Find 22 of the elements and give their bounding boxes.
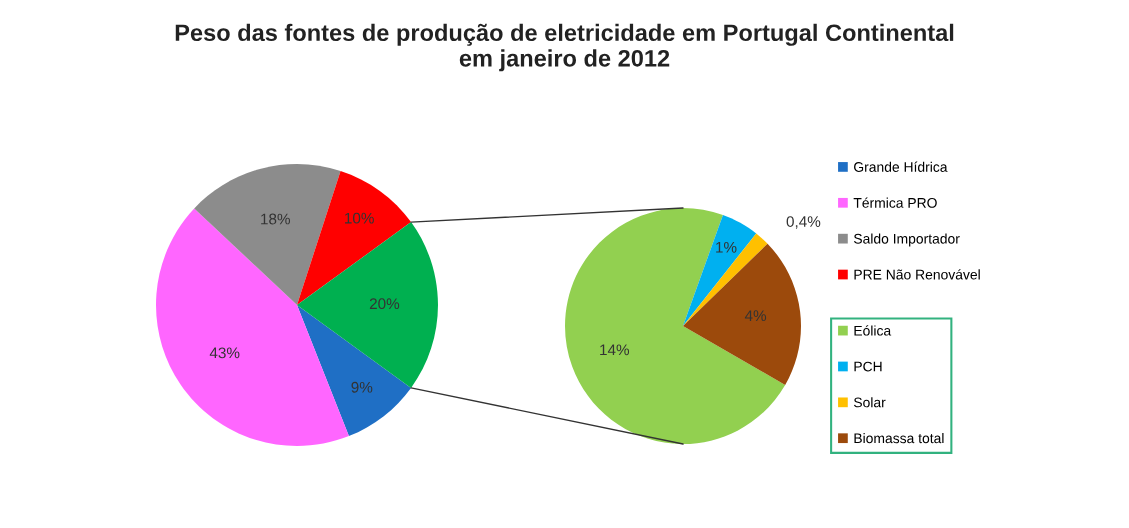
data-label: 18%	[261, 213, 291, 225]
data-label: 14%	[600, 344, 630, 356]
data-label: 1%	[716, 242, 737, 253]
legend-label: Grande Hídrica	[854, 161, 948, 172]
legend-label: PCH	[854, 361, 882, 372]
data-label: 9%	[351, 381, 373, 393]
chart-title: Peso das fontes de produção de eletricidade em Portugal Continental em janeiro de 2012	[175, 23, 954, 72]
data-label: 43%	[209, 347, 240, 359]
legend-label: PRE Não Renovável	[854, 269, 980, 280]
pie-slice	[194, 164, 341, 305]
pie-slice	[683, 233, 768, 326]
pie-slice	[683, 243, 801, 385]
legend-label: Biomassa total	[854, 433, 944, 444]
data-label: 0,4%	[786, 216, 821, 229]
legend-label: Saldo Importador	[853, 233, 960, 247]
legend-label: Solar	[853, 397, 886, 408]
pie-slice	[565, 208, 786, 444]
data-label: 4%	[744, 310, 767, 321]
data-label: 20%	[369, 298, 400, 310]
legend-label: Eólica	[854, 325, 892, 336]
legend-label: Térmica PRO	[853, 197, 937, 208]
data-label: 10%	[345, 212, 374, 224]
